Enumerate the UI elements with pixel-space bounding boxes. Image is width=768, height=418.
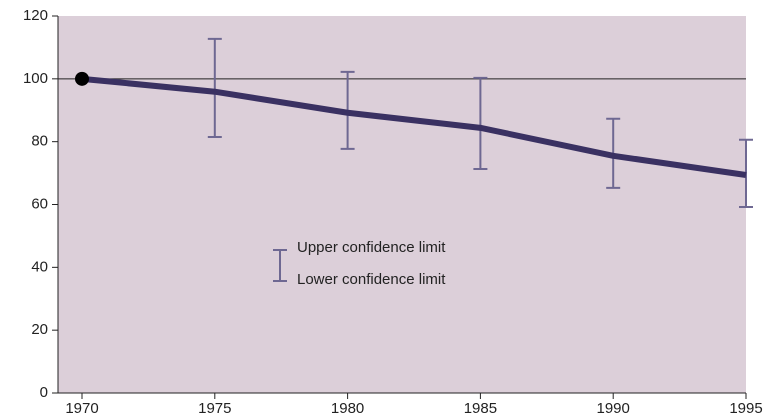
x-tick-label: 1995 (729, 400, 762, 417)
x-tick-label: 1970 (65, 400, 98, 417)
plot-background (58, 16, 746, 393)
legend-label: Lower confidence limit (297, 271, 446, 288)
start-point (75, 71, 89, 86)
y-tick-label: 20 (31, 321, 48, 338)
y-tick-label: 100 (23, 70, 48, 87)
y-tick-label: 120 (23, 7, 48, 24)
x-tick-label: 1985 (464, 400, 497, 417)
x-tick-label: 1990 (597, 400, 630, 417)
y-tick-label: 80 (31, 133, 48, 150)
x-tick-label: 1975 (198, 400, 231, 417)
y-tick-label: 60 (31, 195, 48, 212)
y-tick-label: 40 (31, 258, 48, 275)
x-tick-label: 1980 (331, 400, 364, 417)
y-tick-label: 0 (40, 384, 48, 401)
error-bar (207, 37, 222, 138)
error-bar (473, 76, 488, 170)
legend-icon (273, 249, 287, 282)
legend-label: Upper confidence limit (297, 239, 446, 256)
line (81, 75, 747, 178)
